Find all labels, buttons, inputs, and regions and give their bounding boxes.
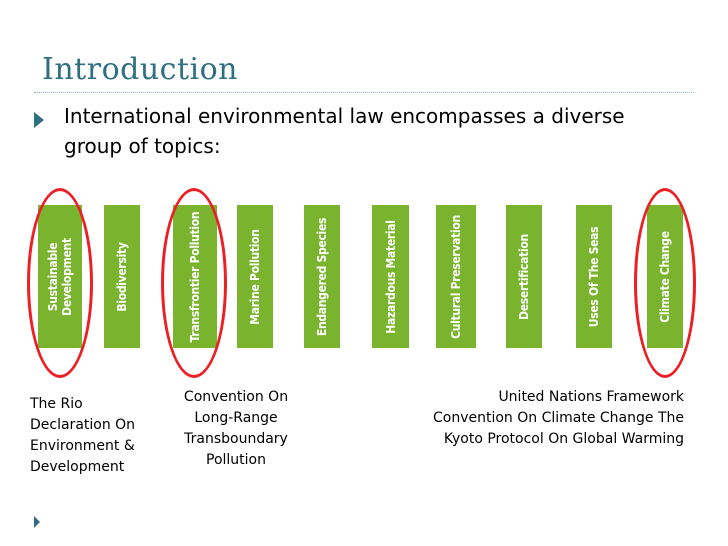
topic-bar-cultural-preservation: Cultural Preservation	[436, 205, 476, 348]
topic-label: Desertification	[517, 233, 531, 320]
topic-bar-marine-pollution: Marine Pollution	[237, 205, 273, 348]
highlight-ring-transfrontier-pollution	[161, 188, 227, 378]
topic-label: Marine Pollution	[248, 228, 262, 325]
footer-arrow-icon	[34, 516, 40, 528]
bullet-text: International environmental law encompas…	[64, 104, 625, 158]
topic-label: Uses Of The Seas	[587, 226, 601, 327]
highlight-ring-climate-change	[634, 188, 696, 378]
highlight-ring-sustainable-development	[27, 188, 93, 378]
topic-bar-uses-of-the-seas: Uses Of The Seas	[576, 205, 612, 348]
topic-label: Biodiversity	[115, 241, 129, 312]
topic-label: Hazardous Material	[383, 219, 398, 334]
topic-label: Endangered Species	[315, 217, 329, 336]
caption-rio-declaration: The Rio Declaration On Environment & Dev…	[30, 396, 136, 475]
title-divider	[34, 92, 694, 93]
topic-bar-endangered-species: Endangered Species	[304, 205, 340, 348]
caption-climate-convention: United Nations Framework Convention On C…	[432, 389, 684, 447]
caption-transboundary-convention: Convention On Long-Range Transboundary P…	[183, 389, 289, 468]
topic-bar-hazardous-material: Hazardous Material	[372, 205, 409, 348]
topic-bar-desertification: Desertification	[506, 205, 542, 348]
bullet-arrow-icon	[34, 112, 44, 128]
slide-title: Introduction	[42, 52, 238, 87]
topic-bar-biodiversity: Biodiversity	[104, 205, 140, 348]
topic-label: Cultural Preservation	[449, 214, 463, 339]
